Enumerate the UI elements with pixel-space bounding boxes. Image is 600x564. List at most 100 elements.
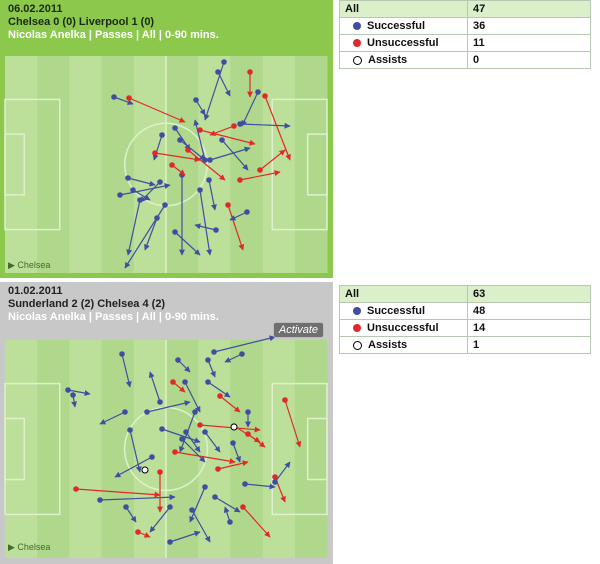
stats-label: Assists <box>368 339 408 351</box>
match2-team-label: ▶ Chelsea <box>8 542 51 552</box>
successful-pass-origin <box>230 440 236 446</box>
successful-pass-arrow <box>114 456 153 478</box>
successful-pass-arrow <box>124 204 166 269</box>
successful-pass-arrow <box>99 494 176 501</box>
successful-pass-arrow <box>224 353 243 363</box>
unsuccessful-pass-origin <box>257 167 263 173</box>
successful-pass-origin <box>213 227 219 233</box>
unsuccessful-pass-origin <box>247 69 253 75</box>
successful-pass-arrow <box>244 483 276 490</box>
successful-pass-arrow <box>229 211 248 221</box>
unsuccessful-pass-origin <box>262 93 268 99</box>
unsuccessful-pass-origin <box>157 469 163 475</box>
successful-pass-origin <box>177 137 183 143</box>
pitch-stripe <box>37 56 70 273</box>
successful-pass-arrow <box>209 146 251 161</box>
successful-pass-origin <box>65 387 71 393</box>
successful-pass-origin <box>97 497 103 503</box>
successful-pass-arrow <box>207 359 216 378</box>
unsuccessful-pass-origin <box>240 504 246 510</box>
pitch-stripe <box>294 56 328 273</box>
successful-pass-origin <box>272 479 278 485</box>
stats-row-assists: Assists 1 <box>339 336 591 354</box>
successful-pass-origin <box>205 379 211 385</box>
successful-pass-origin <box>192 409 198 415</box>
successful-pass-origin <box>137 197 143 203</box>
unsuccessful-pass-arrow <box>75 488 161 498</box>
unsuccessful-pass-origin <box>172 449 178 455</box>
pitch-stripe <box>101 56 135 273</box>
successful-pass-arrow <box>179 139 206 161</box>
successful-pass-arrow <box>191 509 211 543</box>
successful-pass-origin <box>221 59 227 65</box>
right-six-yard-box <box>306 417 328 481</box>
successful-pass-origin <box>172 125 178 131</box>
unsuccessful-pass-origin <box>170 379 176 385</box>
successful-pass-origin <box>125 175 131 181</box>
pitch-stripe <box>69 340 103 558</box>
unsuccessful-pass-arrow <box>247 433 266 448</box>
successful-pass-origin <box>245 409 251 415</box>
unsuccessful-pass-origin <box>245 431 251 437</box>
stats-row-unsuccessful: Unsuccessful 11 <box>339 34 591 52</box>
white-circle-icon <box>353 340 362 350</box>
successful-pass-arrow <box>99 411 126 425</box>
successful-pass-arrow <box>203 61 225 121</box>
stats-value: 14 <box>467 319 591 337</box>
successful-pass-arrow <box>208 179 217 211</box>
stats-row-all: All 63 <box>339 285 591 303</box>
right-six-yard-box <box>306 133 328 196</box>
left-six-yard-box <box>4 417 26 481</box>
successful-pass-arrow <box>199 189 213 256</box>
pitch-stripe <box>230 340 264 558</box>
left-six-yard-box <box>4 133 26 196</box>
successful-pass-arrow <box>144 217 158 251</box>
successful-pass-origin <box>205 357 211 363</box>
unsuccessful-pass-arrow <box>217 460 249 470</box>
successful-pass-arrow <box>152 134 163 161</box>
successful-pass-arrow <box>126 199 141 256</box>
unsuccessful-pass-arrow <box>242 506 271 538</box>
successful-pass-arrow <box>213 335 276 353</box>
pitch-stripe <box>133 56 167 273</box>
successful-pass-origin <box>172 229 178 235</box>
successful-pass-origin <box>70 392 76 398</box>
successful-pass-origin <box>162 202 168 208</box>
activate-button[interactable]: Activate <box>272 322 324 338</box>
pitch-match1 <box>4 56 328 273</box>
unsuccessful-pass-arrow <box>154 152 201 163</box>
successful-pass-origin <box>202 484 208 490</box>
pitch-stripe <box>5 56 38 273</box>
successful-pass-arrow <box>177 359 191 373</box>
stats-value: 1 <box>467 336 591 354</box>
successful-pass-origin <box>207 157 213 163</box>
stats-label: Successful <box>367 20 426 32</box>
successful-pass-origin <box>117 192 123 198</box>
unsuccessful-pass-origin <box>217 393 223 399</box>
stats-table-match2: All 63 Successful 48 Unsuccessful 14 Ass… <box>339 285 591 354</box>
stats-value: 63 <box>467 285 591 303</box>
successful-pass-arrow <box>139 181 161 203</box>
successful-pass-arrow <box>274 461 291 483</box>
successful-pass-arrow <box>207 381 231 398</box>
successful-pass-origin <box>130 187 136 193</box>
unsuccessful-pass-arrow <box>264 95 291 161</box>
successful-pass-origin <box>111 94 117 100</box>
stats-label: Successful <box>367 305 426 317</box>
successful-pass-arrow <box>169 530 201 543</box>
successful-pass-origin <box>144 409 150 415</box>
assist-marker <box>230 423 238 431</box>
unsuccessful-pass-arrow <box>209 125 235 136</box>
successful-pass-arrow <box>185 431 201 453</box>
successful-pass-origin <box>237 121 243 127</box>
unsuccessful-pass-origin <box>73 486 79 492</box>
pitch-stripe <box>5 340 38 558</box>
unsuccessful-pass-origin <box>197 422 203 428</box>
successful-pass-origin <box>157 399 163 405</box>
successful-pass-origin <box>197 187 203 193</box>
assist-marker <box>141 466 149 474</box>
successful-pass-origin <box>193 97 199 103</box>
unsuccessful-pass-arrow <box>128 97 186 123</box>
successful-pass-arrow <box>189 486 206 523</box>
unsuccessful-pass-origin <box>282 397 288 403</box>
